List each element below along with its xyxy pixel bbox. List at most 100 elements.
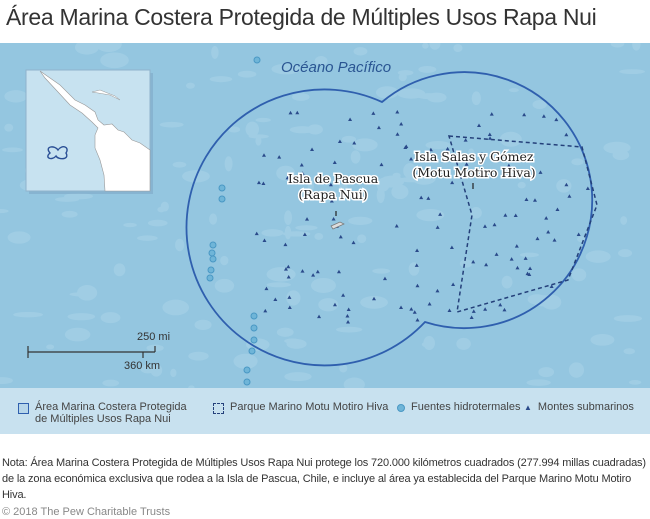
inset-map [25,69,153,194]
seamount-marker [412,170,417,174]
seafloor-texture [186,82,195,89]
seamount-marker [338,234,343,239]
seamount-marker [254,231,259,236]
seafloor-texture [459,259,473,268]
seamount-marker [487,132,492,137]
island-label-rapa-nui-alt: (Rapa Nui) [298,187,367,202]
seafloor-texture [353,47,368,56]
vent-marker [209,255,217,263]
seamount-marker [505,154,510,158]
seamount-marker [544,216,549,220]
seamount-marker [295,110,300,115]
seamount-marker [332,160,337,164]
island-label-salas-gomez: Isla Salas y Gómez [414,149,533,164]
seamount-marker [399,121,404,126]
seamount-marker [302,232,307,236]
seamount-marker [409,307,414,311]
seamount-marker [492,222,497,227]
seamount-marker [480,152,485,156]
vent-marker [243,366,251,374]
seafloor-texture [289,126,315,134]
circle-icon [397,404,405,412]
seamount-marker [261,153,266,157]
seafloor-texture [295,225,318,231]
seafloor-texture [471,91,481,106]
seafloor-texture [397,88,426,99]
seamount-marker [346,307,351,312]
seamount-marker [514,244,519,248]
seafloor-texture [398,177,425,183]
seamount-marker [541,114,546,118]
seamount-marker [299,163,304,167]
seafloor-texture [220,255,229,266]
seafloor-texture [284,338,301,344]
hydrothermal-vents [206,56,261,386]
seafloor-texture [314,233,324,240]
seafloor-texture [372,268,391,274]
seamount-marker [451,282,456,287]
seafloor-texture [613,315,643,322]
legend-label: Parque Marino Motu Motiro Hiva [230,401,389,413]
scale-bar [27,346,156,358]
easter-island-shape [330,221,345,230]
legend-label: Área Marina Costera Protegida de Múltiple… [35,401,187,425]
seafloor-texture [2,147,23,153]
seafloor-texture [339,364,348,373]
seamount-marker [331,217,336,221]
seafloor-texture [140,364,156,374]
seafloor-texture [233,353,258,369]
island-label-rapa-nui: Isla de Pascua [288,171,379,186]
seafloor-texture [429,43,441,50]
seamount-marker [564,132,569,137]
seamount-marker [264,286,269,291]
seamount-marker [430,155,435,160]
seamount-marker [329,198,334,203]
legend-item-protected-area: Área Marina Costera Protegida de Múltiple… [18,401,187,425]
seafloor-texture [360,296,388,309]
seamount-marker [273,297,278,302]
seafloor-texture [228,126,241,133]
seamount-marker [484,262,489,267]
seamount-marker [438,212,443,216]
seamount-marker [371,111,376,115]
seafloor-texture [170,368,177,378]
seamount-marker [471,309,476,313]
seafloor-texture [456,337,471,350]
seamount-marker [336,269,341,274]
seafloor-texture [159,121,184,128]
seafloor-texture [245,121,260,137]
seamount-marker [287,295,292,299]
protected-area-boundary [185,71,594,367]
seafloor-texture [585,250,611,263]
seamount-marker [376,125,381,130]
vent-marker [250,312,258,320]
seamount-marker [528,266,533,270]
seamount-marker [552,238,557,242]
seamount-marker [477,123,482,127]
legend-item-seamounts: ▲ Montes submarinos [524,401,634,414]
seamount-marker [567,194,572,198]
map[interactable]: Isla de Pascua (Rapa Nui) Isla Salas y G… [0,43,650,388]
seafloor-texture [224,156,233,172]
seafloor-texture [4,123,14,132]
page-title: Área Marina Costera Protegida de Múltipl… [6,4,597,30]
legend-label-line: de Múltiples Usos Rapa Nui [35,413,171,425]
seamount-marker [409,156,414,161]
seafloor-texture [74,43,99,55]
seamount-marker [305,217,310,221]
seafloor-texture [453,44,463,52]
seafloor-texture [0,377,13,385]
seafloor-texture [286,290,301,306]
seamount-marker [464,162,469,166]
seamount-marker [311,273,316,277]
seafloor-texture [623,348,636,355]
seamount-marker [286,264,291,269]
seamount-marker [310,147,315,152]
seafloor-texture [571,158,584,166]
seamount-marker [412,310,417,314]
solid-square-icon [18,403,29,414]
seafloor-texture [318,298,339,312]
seafloor-texture [67,313,96,321]
seafloor-texture [100,312,121,324]
scale-km: 360 km [124,360,160,372]
